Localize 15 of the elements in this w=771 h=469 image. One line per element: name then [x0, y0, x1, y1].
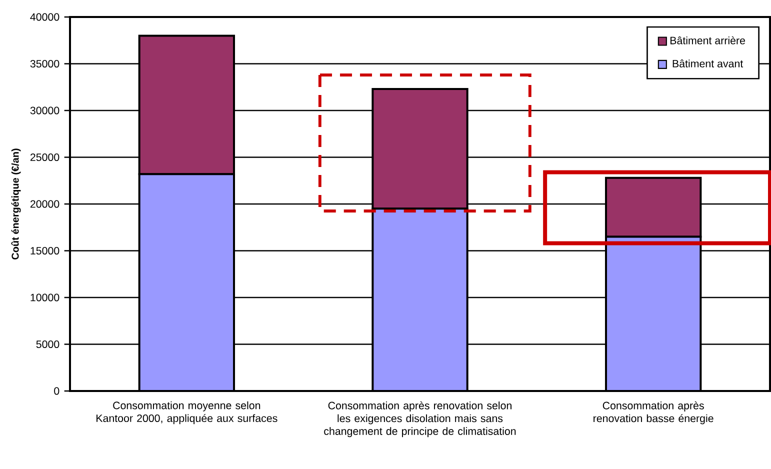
y-tick-label: 10000: [30, 294, 60, 302]
legend-label: Bâtiment arrière: [670, 36, 746, 44]
y-tick-label: 35000: [30, 60, 60, 68]
y-axis-title: Coût énergétique (€/an): [11, 148, 21, 260]
y-tick-label: 5000: [36, 340, 60, 348]
x-tick-label: Consommation après renovation selon les exigences disolation mais sans changement de principe de climatisation: [324, 401, 516, 438]
y-tick-label: 20000: [30, 200, 60, 208]
y-tick-label: 40000: [30, 13, 60, 21]
y-tick-label: 15000: [30, 246, 60, 255]
legend-label: Bâtiment avant: [672, 60, 744, 68]
y-tick-label: 25000: [30, 153, 60, 162]
x-tick-label: Consommation après renovation basse énergie: [594, 401, 714, 424]
y-tick-label: 0: [54, 387, 60, 395]
x-tick-label: Consommation moyenne selon Kantoor 2000, appliquée aux surfaces: [96, 401, 278, 424]
y-tick-label: 30000: [30, 106, 60, 114]
